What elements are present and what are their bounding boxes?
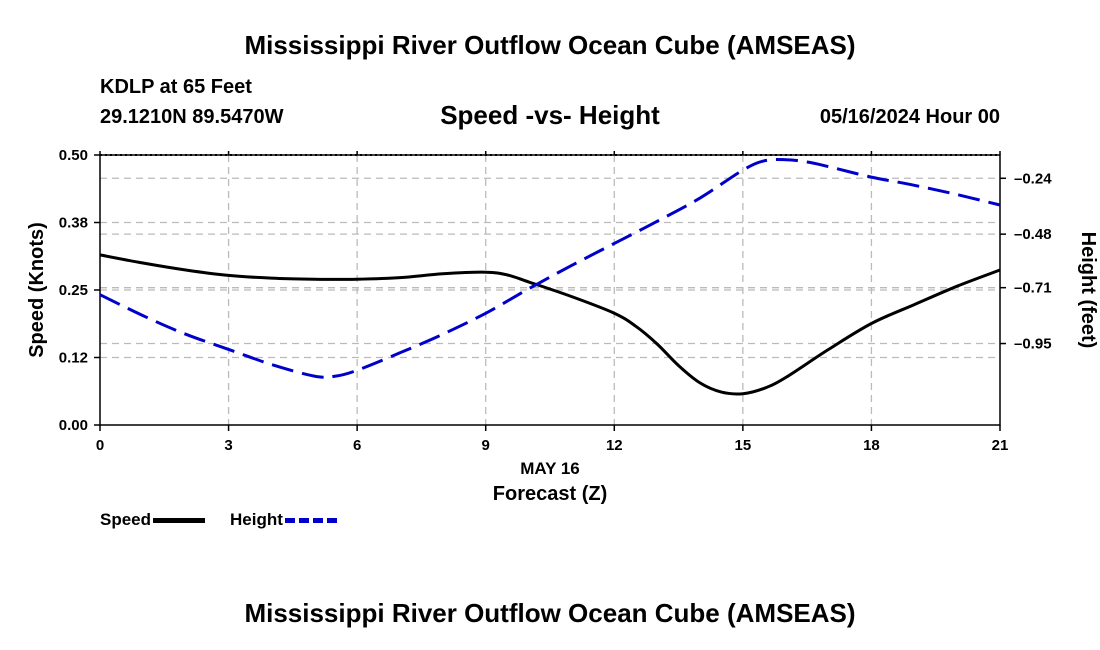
legend-speed-swatch: [153, 517, 206, 523]
x-tick-label: 12: [606, 437, 623, 454]
chart-title: Mississippi River Outflow Ocean Cube (AM…: [244, 30, 856, 60]
x-tick-label: 15: [735, 437, 752, 454]
y-right-tick-label: –0.71: [1014, 280, 1052, 297]
y-left-tick-label: 0.12: [59, 350, 88, 367]
x-tick-label: 0: [96, 437, 104, 454]
legend-height-label: Height: [230, 510, 283, 529]
legend-speed: Speed: [100, 510, 206, 530]
x-tick-label: 18: [863, 437, 880, 454]
y-axis-left-label: Speed (Knots): [26, 222, 48, 358]
legend-height: Height: [230, 510, 337, 530]
y-left-tick-label: 0.50: [59, 147, 88, 164]
y-left-tick-label: 0.00: [59, 417, 88, 434]
x-tick-label: 6: [353, 437, 361, 454]
x-axis-date-label: MAY 16: [520, 459, 580, 478]
series-line-speed: [99, 253, 1001, 396]
footer-title: Mississippi River Outflow Ocean Cube (AM…: [244, 598, 856, 628]
coordinates-label: 29.1210N 89.5470W: [100, 106, 284, 128]
axis-layer: 0 3 6 9 12 15 18 21 0.00 0.12 0.25 0.38 0.50 –0.24 –0.…: [59, 147, 1052, 454]
forecast-datetime: 05/16/2024 Hour 00: [819, 106, 1000, 128]
y-right-tick-label: –0.48: [1014, 226, 1052, 243]
x-axis-label: Forecast (Z): [493, 483, 607, 505]
legend-height-swatch: [284, 517, 337, 523]
chart-subtitle: Speed -vs- Height: [440, 100, 660, 130]
x-tick-label: 9: [482, 437, 490, 454]
series-line-height: [99, 158, 1001, 379]
legend-speed-label: Speed: [100, 510, 152, 529]
y-axis-right-label: Height (feet): [1077, 232, 1099, 349]
series-layer: [99, 158, 1001, 396]
y-left-tick-label: 0.38: [59, 215, 88, 232]
x-tick-label: 21: [992, 437, 1009, 454]
station-label: KDLP at 65 Feet: [100, 76, 252, 98]
y-right-tick-label: –0.24: [1014, 170, 1052, 187]
y-right-tick-label: –0.95: [1014, 336, 1052, 353]
x-tick-label: 3: [224, 437, 232, 454]
y-left-tick-label: 0.25: [59, 282, 88, 299]
